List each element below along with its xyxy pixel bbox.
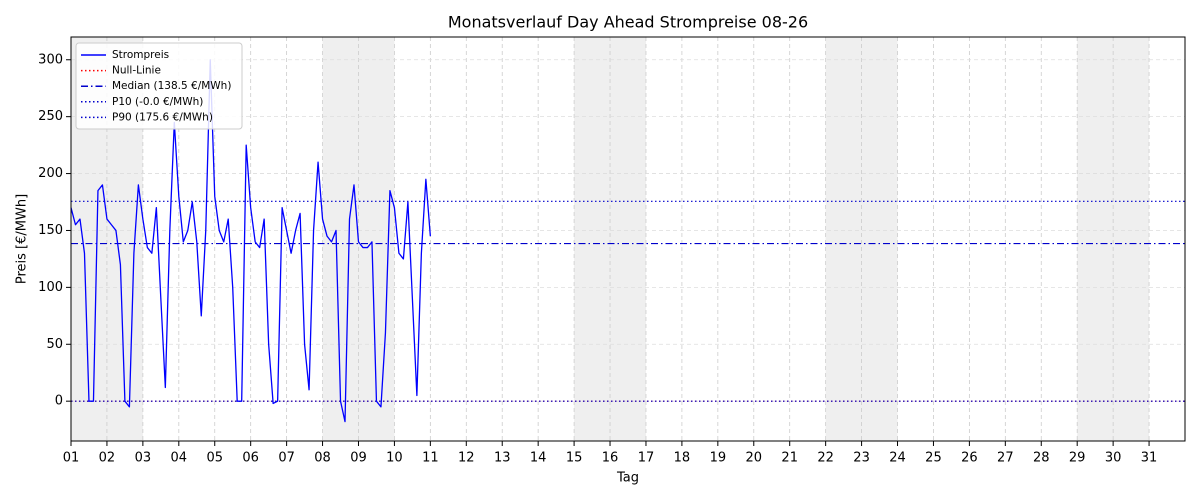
y-tick-label: 250	[38, 109, 63, 124]
x-tick-label: 02	[99, 451, 116, 466]
x-tick-label: 24	[889, 451, 906, 466]
x-tick-label: 09	[350, 451, 367, 466]
x-tick-label: 25	[925, 451, 942, 466]
x-tick-label: 10	[386, 451, 403, 466]
y-tick-label: 150	[38, 223, 63, 238]
y-tick-label: 0	[55, 394, 63, 409]
y-tick-label: 100	[38, 280, 63, 295]
x-tick-label: 17	[638, 451, 655, 466]
x-tick-label: 13	[494, 451, 511, 466]
x-tick-label: 04	[171, 451, 188, 466]
legend-box	[75, 42, 243, 130]
y-tick-label: 300	[38, 52, 63, 67]
legend-label: P10 (-0.0 €/MWh)	[112, 96, 203, 108]
x-tick-label: 16	[602, 451, 619, 466]
y-axis-label: Preis [€/MWh]	[15, 194, 30, 284]
x-tick-label: 08	[314, 451, 331, 466]
legend-label: Null-Linie	[112, 65, 161, 77]
x-tick-label: 22	[817, 451, 834, 466]
x-tick-label: 06	[242, 451, 259, 466]
x-tick-label: 29	[1069, 451, 1086, 466]
y-tick-label: 200	[38, 166, 63, 181]
plot-frame	[70, 36, 1186, 442]
x-tick-label: 26	[961, 451, 978, 466]
x-tick-label: 14	[530, 451, 547, 466]
x-tick-label: 30	[1105, 451, 1122, 466]
legend-label: Strompreis	[112, 49, 169, 61]
x-tick-label: 21	[781, 451, 798, 466]
chart-title: Monatsverlauf Day Ahead Strompreise 08-2…	[448, 13, 808, 32]
x-tick-label: 27	[997, 451, 1014, 466]
x-tick-label: 15	[566, 451, 583, 466]
x-tick-label: 31	[1141, 451, 1158, 466]
x-tick-label: 20	[746, 451, 763, 466]
x-tick-label: 11	[422, 451, 439, 466]
x-tick-label: 23	[853, 451, 870, 466]
x-tick-label: 07	[278, 451, 295, 466]
y-tick-label: 50	[46, 337, 63, 352]
x-tick-label: 12	[458, 451, 475, 466]
x-tick-label: 28	[1033, 451, 1050, 466]
x-tick-label: 19	[710, 451, 727, 466]
legend-label: P90 (175.6 €/MWh)	[112, 111, 213, 123]
x-axis-label: Tag	[616, 471, 639, 486]
x-tick-label: 01	[63, 451, 80, 466]
x-tick-label: 05	[206, 451, 223, 466]
legend-label: Median (138.5 €/MWh)	[112, 80, 231, 92]
line-series	[70, 59, 431, 423]
x-tick-label: 03	[135, 451, 152, 466]
x-tick-label: 18	[674, 451, 691, 466]
